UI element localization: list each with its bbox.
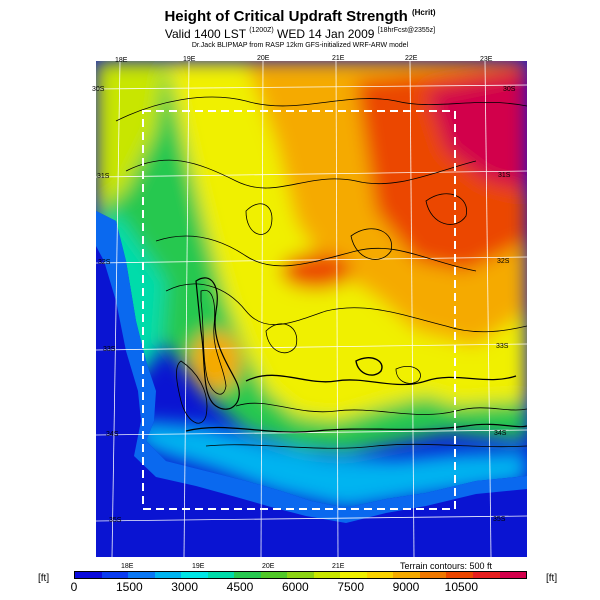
lon-label-top: 21E: [332, 55, 345, 62]
lat-label-left: 31S: [97, 173, 110, 180]
colorbar-swatch: [393, 572, 420, 578]
colorbar-tick-label: 3000: [171, 580, 199, 594]
colorbar-tick-label: 10500: [444, 580, 479, 594]
colorbar-tick-label: 7500: [337, 580, 365, 594]
colorbar: [74, 571, 527, 579]
lon-label-top: 20E: [257, 55, 270, 62]
colorbar-swatch: [181, 572, 208, 578]
lat-label-right: 31S: [498, 172, 511, 179]
colorbar-swatch: [340, 572, 367, 578]
colorbar-swatch: [499, 572, 527, 578]
title-text: Height of Critical Updraft Strength: [164, 8, 408, 25]
lat-label-right: 35S: [493, 516, 506, 523]
valid-date: WED 14 Jan 2009: [277, 27, 375, 41]
lon-label-top: 18E: [115, 57, 128, 64]
colorbar-swatch: [260, 572, 288, 578]
terrain-contours: [115, 96, 527, 449]
lat-label-left: 35S: [109, 517, 122, 524]
colorbar-tick-label: 9000: [392, 580, 420, 594]
valid-code: (1200Z): [249, 27, 274, 34]
colorbar-tick-label: 1500: [115, 580, 143, 594]
colorbar-swatch: [234, 572, 261, 578]
subdomain-boundary: [142, 110, 456, 510]
colorbar-swatch: [313, 572, 341, 578]
terrain-contours-note: Terrain contours: 500 ft: [400, 561, 493, 571]
lon-label-top: 22E: [405, 55, 418, 62]
colorbar-swatch: [101, 572, 129, 578]
lon-label-top: 23E: [480, 56, 493, 63]
lon-label-top: 19E: [183, 56, 196, 63]
title-suffix: (Hcrit): [411, 8, 436, 17]
lon-label-bottom: 19E: [192, 563, 205, 570]
colorbar-unit-right: [ft]: [546, 573, 558, 584]
map-svg: [96, 61, 527, 557]
colorbar-swatch: [366, 572, 394, 578]
colorbar-tick-label: 0: [70, 580, 78, 594]
colorbar-unit-left: [ft]: [38, 573, 50, 584]
lat-label-right: 34S: [494, 430, 507, 437]
lat-label-left: 32S: [98, 259, 111, 266]
map-title: Height of Critical Updraft Strength (Hcr…: [0, 8, 600, 25]
colorbar-swatch: [472, 572, 500, 578]
colorbar-tick-label: 4500: [226, 580, 254, 594]
colorbar-swatch: [75, 572, 102, 578]
forecast-map: [96, 61, 527, 557]
valid-text: Valid 1400 LST: [164, 27, 246, 41]
lat-label-right: 32S: [497, 258, 510, 265]
lat-label-right: 33S: [496, 343, 509, 350]
colorbar-tick-label: 6000: [281, 580, 309, 594]
valid-run: [18hrFcst@2355z]: [377, 27, 436, 34]
colorbar-swatch: [207, 572, 235, 578]
valid-time: Valid 1400 LST (1200Z) WED 14 Jan 2009 […: [0, 27, 600, 41]
colorbar-swatch: [446, 572, 473, 578]
byline: Dr.Jack BLIPMAP from RASP 12km GFS-initi…: [191, 42, 409, 49]
lat-label-left: 30S: [92, 86, 105, 93]
colorbar-swatch: [128, 572, 155, 578]
coastal-shelf: [96, 211, 527, 523]
colorbar-swatch: [154, 572, 182, 578]
colorbar-swatch: [419, 572, 447, 578]
lon-label-bottom: 20E: [262, 563, 275, 570]
colorbar-swatch: [287, 572, 314, 578]
lat-label-right: 30S: [503, 86, 516, 93]
lon-label-bottom: 21E: [332, 563, 345, 570]
lon-label-bottom: 18E: [121, 563, 134, 570]
lat-label-left: 33S: [103, 346, 116, 353]
lat-label-left: 34S: [106, 431, 119, 438]
